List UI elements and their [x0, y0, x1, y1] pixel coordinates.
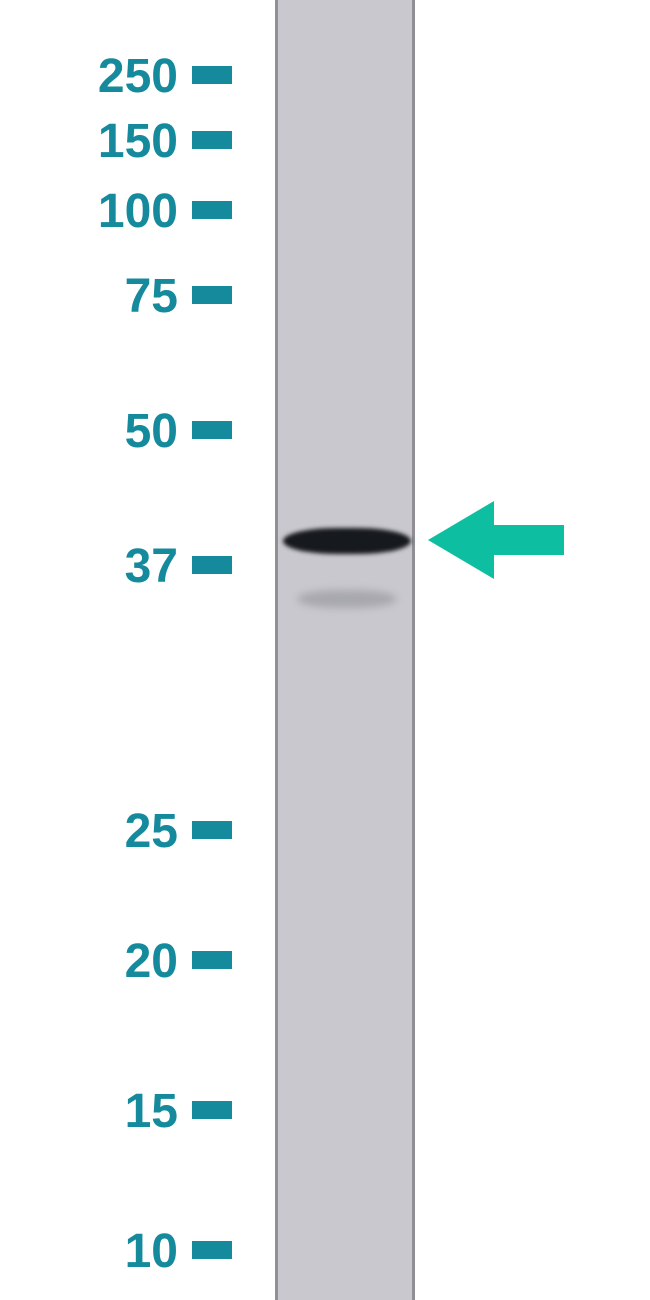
target-arrow	[0, 0, 650, 1300]
western-blot-figure: 25015010075503725201510	[0, 0, 650, 1300]
target-arrow-head	[428, 501, 494, 579]
target-arrow-shaft	[494, 525, 564, 555]
